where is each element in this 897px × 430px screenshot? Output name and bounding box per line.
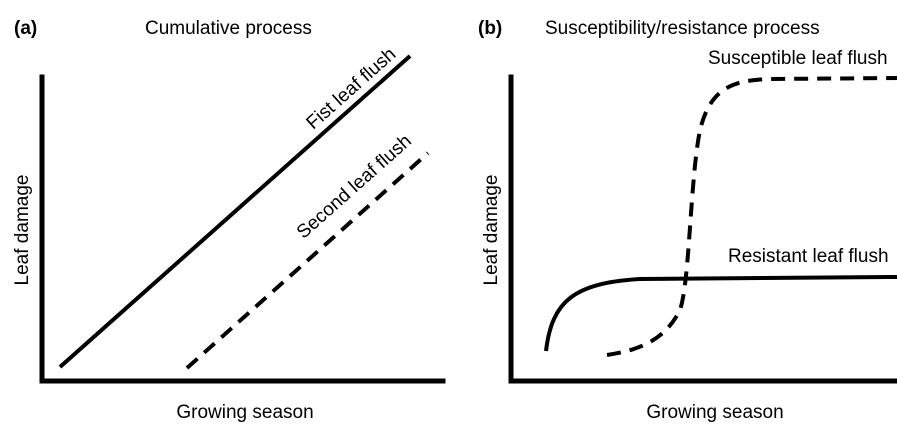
solid-line: [58, 54, 412, 369]
y-axis-label: Leaf damage: [12, 175, 33, 286]
dashed-line: [185, 151, 430, 370]
x-axis-label: Growing season: [646, 402, 783, 423]
x-axis-label: Growing season: [176, 402, 313, 423]
curve-label: Fist leaf flush: [303, 44, 401, 134]
panel-tag: (a): [14, 18, 37, 39]
curve-label: Resistant leaf flush: [728, 246, 889, 267]
panel-title: Susceptibility/resistance process: [545, 18, 820, 39]
panel-tag: (b): [478, 18, 502, 39]
curve-label: Second leaf flush: [293, 131, 416, 243]
axes: [39, 74, 446, 384]
dashed-curve: [606, 76, 897, 357]
panel-b: (b) Susceptibility/resistance process Le…: [478, 18, 897, 423]
panel-a: (a) Cumulative process Leaf damage Growi…: [12, 18, 446, 423]
panel-title: Cumulative process: [145, 18, 312, 39]
solid-curve: [544, 275, 897, 352]
axes: [508, 74, 897, 384]
y-axis-label: Leaf damage: [481, 175, 502, 286]
curve-label: Susceptible leaf flush: [708, 48, 888, 69]
